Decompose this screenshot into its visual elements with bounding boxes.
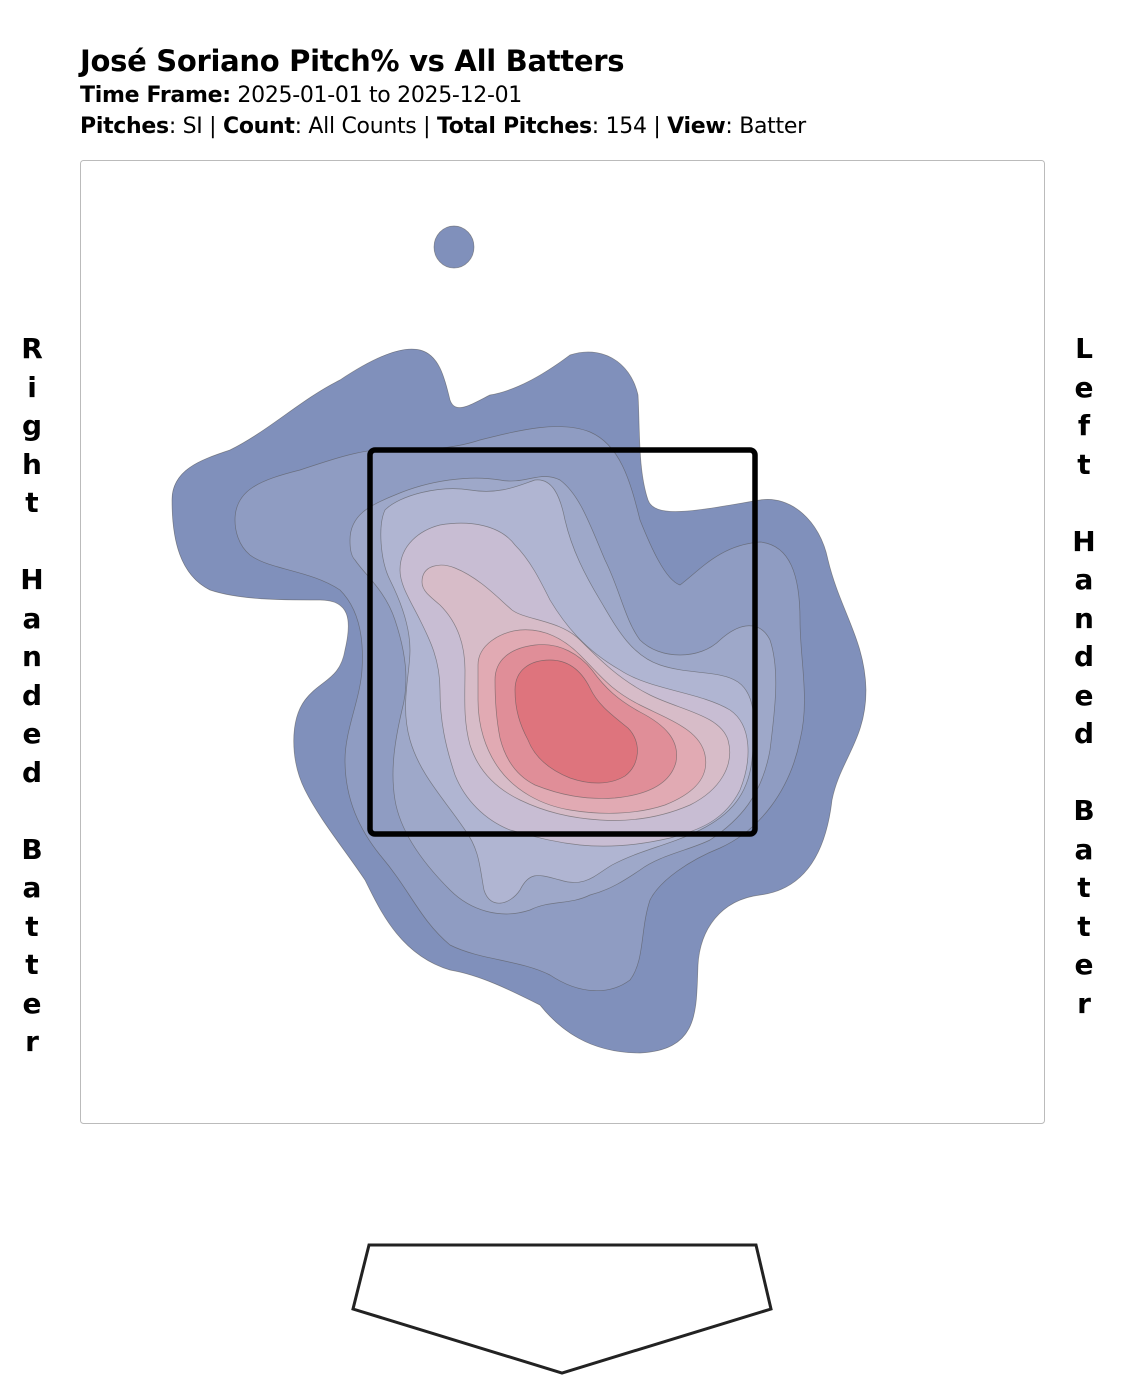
count-value: All Counts bbox=[308, 114, 417, 139]
timeframe-line: Time Frame: 2025-01-01 to 2025-12-01 bbox=[80, 80, 806, 111]
home-plate bbox=[351, 1243, 773, 1375]
strike-zone bbox=[367, 447, 758, 837]
density-level-1-outlier bbox=[433, 225, 475, 269]
left-handed-batter-label: L e f t H a n d e d B a t t e r bbox=[1072, 332, 1096, 1020]
view-value: Batter bbox=[739, 114, 806, 139]
chart-header: José Soriano Pitch% vs All Batters Time … bbox=[80, 42, 806, 142]
view-label: View bbox=[667, 114, 726, 139]
filters-line: Pitches: SI | Count: All Counts | Total … bbox=[80, 114, 806, 139]
density-contours bbox=[171, 225, 867, 1054]
pitches-value: SI bbox=[182, 114, 203, 139]
total-pitches-label: Total Pitches bbox=[436, 114, 592, 139]
timeframe-label: Time Frame: bbox=[80, 83, 231, 108]
pitches-label: Pitches bbox=[80, 114, 169, 139]
right-handed-batter-label: R i g h t H a n d e d B a t t e r bbox=[20, 332, 44, 1058]
total-pitches-value: 154 bbox=[605, 114, 647, 139]
density-level-9 bbox=[514, 659, 638, 784]
plot-frame bbox=[80, 160, 1045, 1124]
timeframe-value: 2025-01-01 to 2025-12-01 bbox=[237, 83, 523, 108]
count-label: Count bbox=[222, 114, 295, 139]
chart-title: José Soriano Pitch% vs All Batters bbox=[80, 44, 625, 78]
